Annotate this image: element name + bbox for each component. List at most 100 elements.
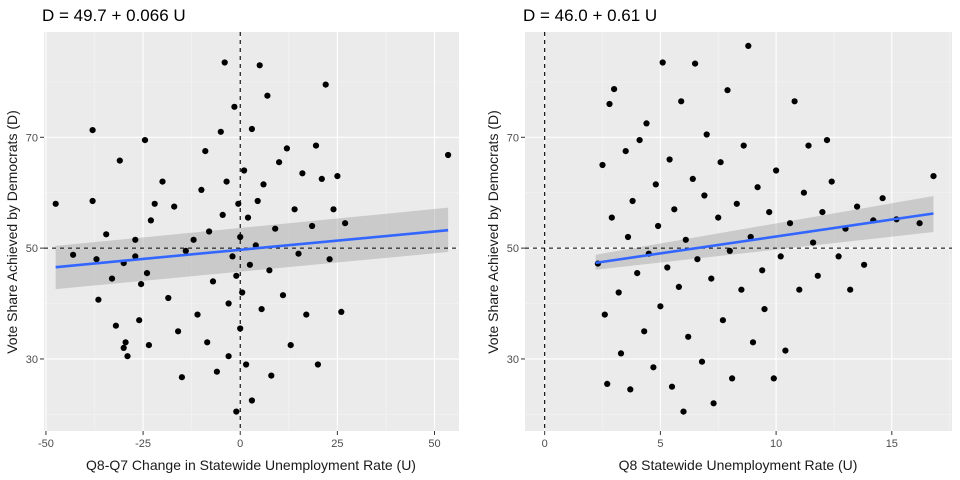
left-data-point bbox=[312, 142, 320, 149]
right-data-point bbox=[634, 270, 641, 277]
right-data-point bbox=[791, 98, 798, 105]
left-data-point bbox=[309, 222, 316, 230]
left-data-point bbox=[52, 200, 59, 207]
right-data-point bbox=[606, 100, 613, 108]
right-data-point bbox=[847, 286, 854, 293]
right-data-point bbox=[655, 222, 662, 230]
left-points bbox=[52, 59, 452, 415]
right-data-point bbox=[666, 156, 673, 163]
left-x-tick-label: 25 bbox=[331, 438, 343, 450]
right-y-ticks: 30 50 70 bbox=[507, 132, 525, 366]
right-points bbox=[594, 42, 937, 415]
left-data-point bbox=[103, 231, 110, 238]
left-data-point bbox=[248, 397, 255, 404]
left-data-point bbox=[268, 372, 275, 379]
right-data-point bbox=[759, 267, 766, 274]
left-data-point bbox=[229, 253, 236, 260]
left-data-point bbox=[260, 181, 267, 188]
right-x-tick-label: 15 bbox=[886, 438, 898, 450]
left-data-point bbox=[254, 197, 261, 205]
right-y-tick-label: 30 bbox=[507, 354, 519, 366]
right-minor-grid bbox=[525, 32, 952, 431]
left-data-point bbox=[283, 145, 290, 152]
right-data-point bbox=[717, 159, 724, 166]
left-data-point bbox=[120, 344, 127, 351]
left-data-point bbox=[272, 225, 279, 232]
left-data-point bbox=[190, 236, 197, 243]
right-data-point bbox=[689, 175, 696, 182]
right-data-point bbox=[685, 333, 692, 340]
right-data-point bbox=[749, 339, 757, 346]
right-data-point bbox=[664, 264, 671, 271]
left-data-point bbox=[122, 339, 129, 346]
right-data-point bbox=[608, 214, 615, 221]
right-y-tick-label: 70 bbox=[507, 132, 519, 144]
right-data-point bbox=[671, 206, 678, 213]
right-data-point bbox=[678, 98, 685, 105]
right-data-point bbox=[828, 178, 835, 185]
left-data-point bbox=[303, 311, 310, 318]
right-fit-line bbox=[595, 212, 934, 265]
left-data-point bbox=[194, 311, 201, 318]
left-data-point bbox=[318, 175, 325, 182]
left-data-point bbox=[93, 256, 100, 263]
left-data-point bbox=[342, 220, 349, 227]
right-x-ticks: 0 5 10 15 bbox=[542, 431, 898, 450]
left-data-point bbox=[279, 292, 287, 299]
left-data-point bbox=[225, 300, 232, 307]
left-regression-line bbox=[55, 228, 449, 269]
right-data-point bbox=[703, 131, 710, 138]
right-data-point bbox=[726, 247, 733, 254]
right-data-point bbox=[796, 286, 803, 293]
right-data-point bbox=[652, 181, 659, 188]
right-plot-background bbox=[525, 32, 952, 431]
right-reference-lines bbox=[525, 32, 952, 431]
left-x-ticks: -50 -25 0 25 50 bbox=[38, 431, 441, 450]
right-x-tick-label: 0 bbox=[542, 438, 548, 450]
left-reference-lines bbox=[44, 32, 459, 431]
left-data-point bbox=[171, 203, 178, 210]
left-data-point bbox=[330, 206, 337, 213]
left-data-point bbox=[256, 62, 263, 69]
right-data-point bbox=[617, 350, 625, 357]
right-data-point bbox=[636, 137, 643, 144]
right-data-point bbox=[747, 233, 754, 241]
right-data-point bbox=[754, 184, 761, 191]
left-data-point bbox=[198, 186, 205, 193]
right-data-point bbox=[740, 142, 747, 149]
left-data-point bbox=[445, 151, 452, 159]
right-data-point bbox=[668, 383, 676, 390]
left-data-point bbox=[141, 137, 149, 144]
right-data-point bbox=[819, 209, 826, 216]
right-data-point bbox=[823, 137, 831, 144]
right-data-point bbox=[708, 275, 715, 282]
right-data-point bbox=[805, 142, 812, 149]
right-data-point bbox=[800, 189, 808, 196]
left-data-point bbox=[266, 267, 273, 274]
left-data-point bbox=[145, 342, 152, 349]
left-data-point bbox=[95, 296, 102, 303]
left-data-point bbox=[241, 167, 248, 174]
left-data-point bbox=[326, 256, 333, 263]
left-data-point bbox=[276, 159, 283, 166]
left-data-point bbox=[209, 278, 217, 285]
right-data-point bbox=[733, 200, 740, 207]
left-data-point bbox=[237, 233, 244, 241]
right-data-point bbox=[879, 195, 886, 202]
left-data-point bbox=[89, 197, 96, 205]
left-y-tick-label: 30 bbox=[26, 354, 38, 366]
right-chart-title: D = 46.0 + 0.61 U bbox=[523, 6, 657, 25]
left-x-tick-label: 0 bbox=[237, 438, 243, 450]
left-y-ticks: 30 50 70 bbox=[26, 132, 44, 366]
right-data-point bbox=[814, 272, 821, 279]
right-data-point bbox=[761, 306, 768, 313]
right-x-axis-label: Q8 Statewide Unemployment Rate (U) bbox=[619, 457, 858, 473]
left-data-point bbox=[243, 361, 250, 368]
right-data-point bbox=[766, 209, 773, 216]
right-data-point bbox=[786, 220, 794, 227]
right-data-point bbox=[622, 148, 629, 155]
left-data-point bbox=[202, 148, 209, 155]
right-data-point bbox=[680, 408, 687, 415]
left-data-point bbox=[70, 251, 77, 258]
